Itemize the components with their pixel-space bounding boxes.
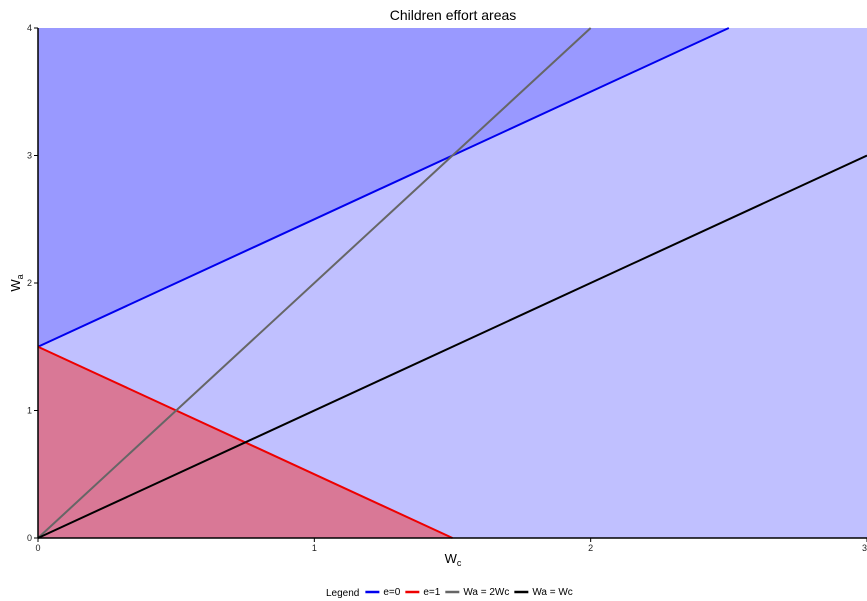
x-tick-label: 3	[862, 543, 867, 553]
legend: Legend e=0 e=1 Wa = 2Wc Wa = Wc	[326, 587, 573, 599]
legend-label: e=0	[383, 587, 400, 598]
legend-title: Legend	[326, 588, 359, 599]
y-axis-label-sub: a	[15, 274, 25, 279]
y-tick-label: 0	[27, 533, 32, 543]
chart-title: Children effort areas	[390, 7, 517, 23]
x-tick-label: 2	[588, 543, 593, 553]
x-axis-label-main: W	[445, 551, 458, 566]
x-axis-label-sub: c	[457, 558, 462, 568]
series-lines	[37, 27, 867, 539]
axis-ticks: 0 1 2 3 0 1 2 3 4	[27, 23, 867, 553]
x-tick-label: 0	[35, 543, 40, 553]
legend-label: Wa = Wc	[532, 587, 572, 598]
x-tick-label: 1	[312, 543, 317, 553]
series-line-3	[37, 154, 867, 539]
x-axis-label: Wc	[445, 551, 462, 568]
y-axis-label: Wa	[8, 274, 25, 291]
y-tick-label: 2	[27, 278, 32, 288]
y-tick-label: 4	[27, 23, 32, 33]
series-line-2	[37, 27, 592, 539]
series-line-0	[37, 27, 730, 348]
shaded-regions	[38, 28, 867, 538]
y-axis-label-main: W	[8, 279, 23, 292]
y-tick-label: 3	[27, 151, 32, 161]
legend-label: e=1	[423, 587, 440, 598]
y-tick-label: 1	[27, 406, 32, 416]
legend-label: Wa = 2Wc	[463, 587, 509, 598]
